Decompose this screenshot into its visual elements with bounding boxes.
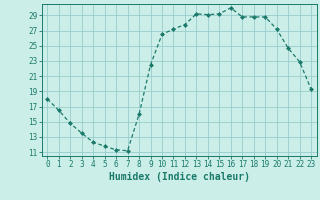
X-axis label: Humidex (Indice chaleur): Humidex (Indice chaleur) xyxy=(109,172,250,182)
